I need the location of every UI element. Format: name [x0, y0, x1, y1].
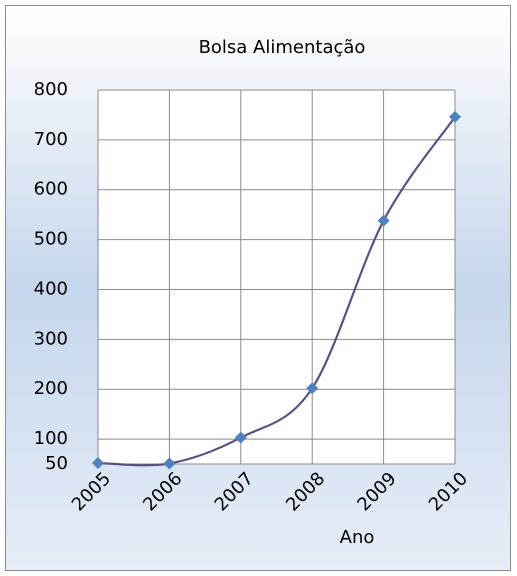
y-tick-label: 50: [45, 453, 68, 474]
marker: [306, 382, 319, 395]
y-tick-label: 100: [34, 428, 68, 449]
marker: [92, 457, 104, 470]
y-tick-label: 800: [34, 79, 68, 100]
marker: [449, 110, 461, 123]
y-tick-label: 500: [34, 229, 68, 250]
y-tick-label: 400: [34, 278, 68, 299]
x-axis-label: Ano: [340, 527, 375, 548]
marker: [163, 457, 176, 470]
y-tick-label: 200: [34, 378, 68, 399]
y-tick-label: 700: [34, 129, 68, 150]
marker: [234, 431, 247, 444]
marker: [377, 214, 390, 227]
y-tick-label: 600: [34, 179, 68, 200]
plot-area: [98, 90, 455, 464]
chart-title: Bolsa Alimentação: [199, 37, 366, 58]
y-tick-label: 300: [34, 328, 68, 349]
